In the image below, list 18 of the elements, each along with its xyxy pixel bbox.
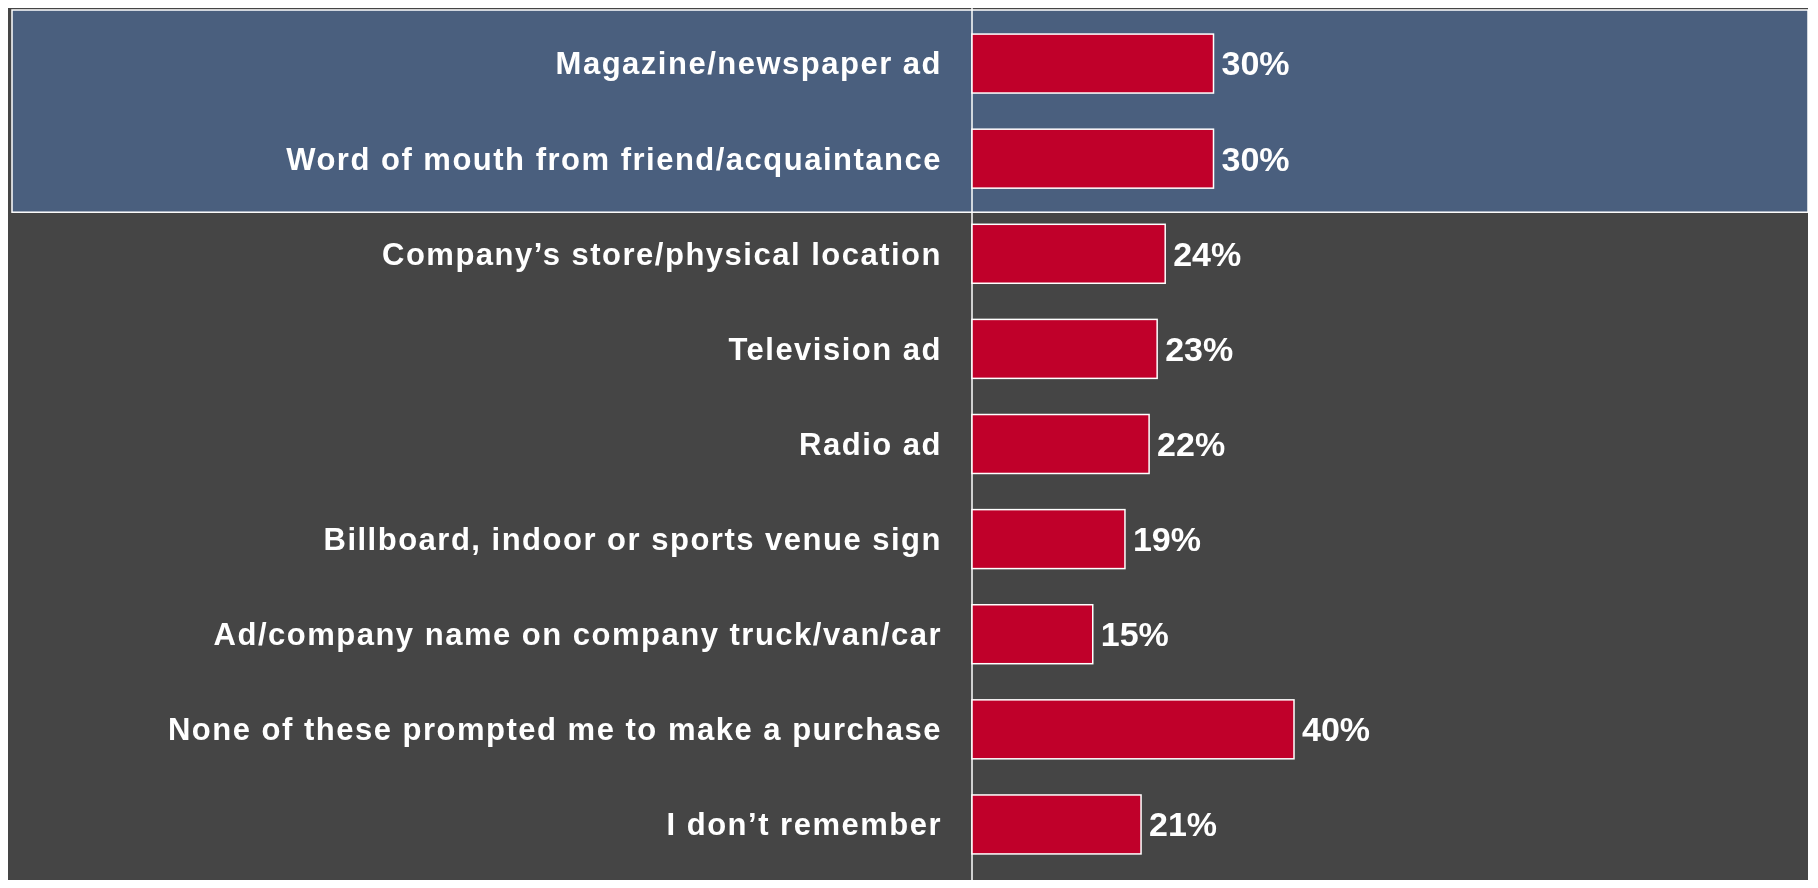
- data-label: 24%: [1173, 234, 1242, 273]
- data-label: 30%: [1221, 44, 1290, 83]
- y-tick-label: Magazine/newspaper ad: [555, 46, 942, 82]
- data-label: 19%: [1132, 520, 1202, 559]
- data-label: 21%: [1149, 805, 1218, 844]
- data-label: 30%: [1221, 139, 1290, 178]
- y-tick-label: Company’s store/physical location: [382, 236, 942, 272]
- data-label: 15%: [1100, 615, 1169, 654]
- y-tick-label: Billboard, indoor or sports venue sign: [323, 521, 942, 557]
- data-label: 23%: [1165, 329, 1234, 368]
- y-tick-label: Television ad: [728, 331, 942, 367]
- data-label: 40%: [1302, 710, 1371, 749]
- data-label: 22%: [1157, 424, 1226, 463]
- y-tick-label: I don’t remember: [666, 807, 942, 843]
- y-tick-label: None of these prompted me to make a purchase: [167, 712, 942, 748]
- y-tick-label: Ad/company name on company truck/van/car: [213, 617, 942, 653]
- y-tick-label: Word of mouth from friend/acquaintance: [286, 141, 942, 177]
- y-tick-label: Radio ad: [799, 426, 942, 462]
